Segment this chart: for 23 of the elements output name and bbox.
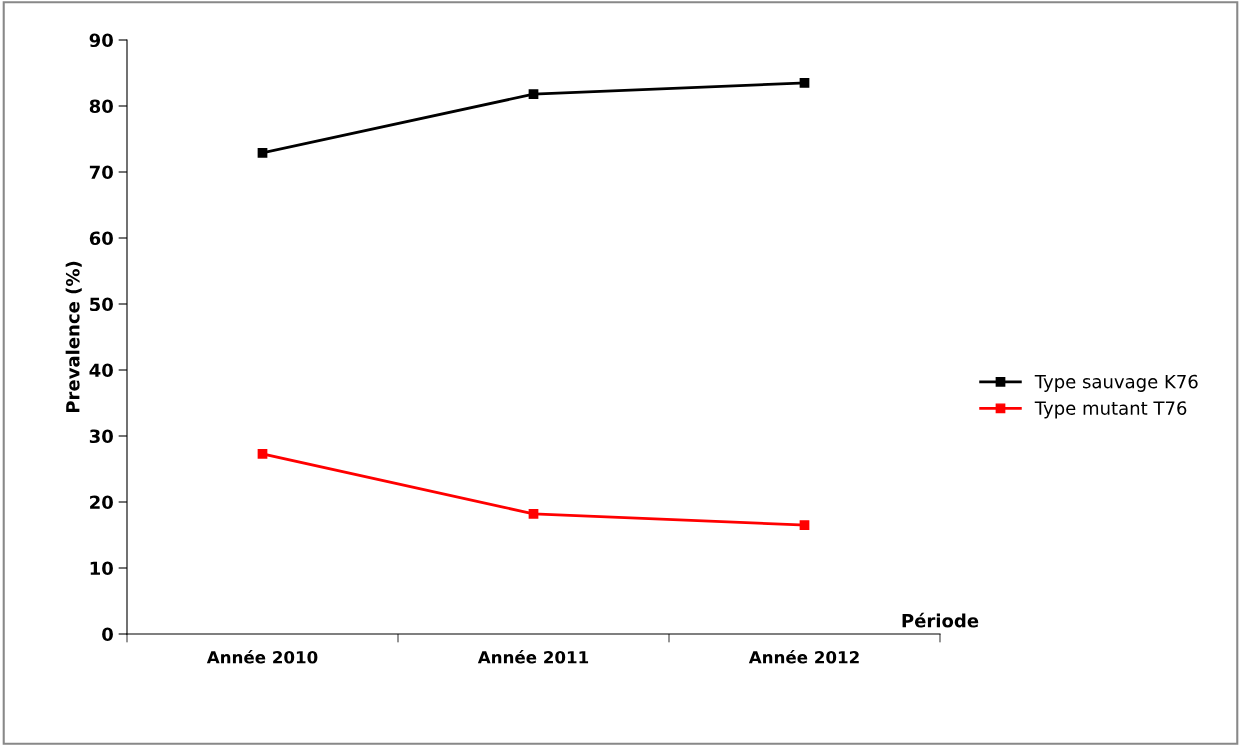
x-axis-title: Période <box>902 612 979 628</box>
y-tick-label: 90 <box>89 33 113 48</box>
y-tick-label: 40 <box>89 363 113 378</box>
y-tick-label: 60 <box>89 231 113 246</box>
legend-label: Type sauvage K76 <box>1034 374 1198 392</box>
point <box>257 448 268 459</box>
point <box>257 147 268 158</box>
point <box>799 520 810 530</box>
y-tick-label: 50 <box>90 297 113 312</box>
legend-label: Type mutant T76 <box>1034 401 1187 419</box>
point <box>799 78 810 88</box>
y-axis-title: Prevalence (%) <box>65 261 82 413</box>
y-tick-label: 30 <box>89 429 113 444</box>
point <box>528 509 539 519</box>
x-tick-label: Année 2012 <box>748 650 859 664</box>
y-tick-label: 70 <box>89 165 113 180</box>
point <box>528 89 539 99</box>
x-tick-label: Année 2011 <box>477 650 589 664</box>
y-tick-label: 20 <box>90 495 113 510</box>
y-tick-label: 80 <box>89 99 113 114</box>
y-tick-label: 0 <box>102 627 113 642</box>
x-tick-label: Année 2010 <box>206 650 318 664</box>
y-tick-label: 10 <box>90 561 113 576</box>
